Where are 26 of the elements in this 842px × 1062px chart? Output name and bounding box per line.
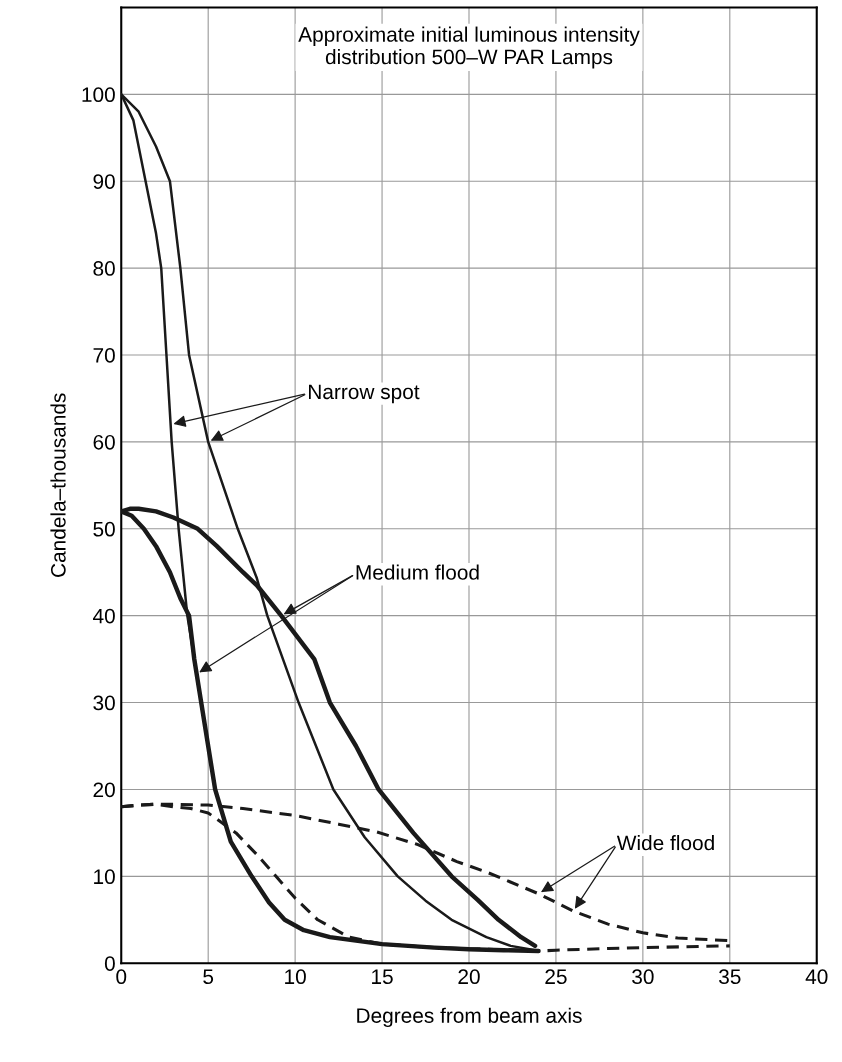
- annotation: Narrow spot: [309, 384, 420, 404]
- y-tick-label: 30: [93, 695, 115, 711]
- x-tick-label: 5: [203, 969, 214, 985]
- x-tick-label: 15: [372, 969, 393, 985]
- x-tick-label: 10: [285, 969, 306, 985]
- y-tick-label: 60: [93, 434, 115, 450]
- x-tick-label: 0: [116, 969, 127, 985]
- y-axis-title: Candela–thousands: [50, 393, 66, 577]
- y-tick-label: 50: [93, 521, 115, 537]
- y-tick-label: 0: [104, 956, 115, 971]
- x-tick-label: 25: [545, 969, 567, 985]
- y-tick-label: 10: [94, 869, 115, 885]
- y-tick-label: 80: [93, 261, 115, 276]
- y-tick-label: 90: [93, 174, 115, 189]
- x-axis-title: Degrees from beam axis: [357, 1007, 582, 1028]
- y-tick-label: 100: [82, 87, 115, 103]
- y-tick-label: 70: [93, 348, 115, 363]
- y-tick-label: 20: [93, 782, 115, 798]
- y-tick-label: 40: [93, 608, 115, 624]
- annotation: Wide flood: [616, 835, 714, 851]
- annotation: Medium flood: [356, 564, 479, 580]
- text: Approximate initial luminous intensity distribution 500–W PAR Lamps: [298, 26, 640, 69]
- x-tick-label: 20: [458, 969, 480, 985]
- x-tick-label: 35: [719, 969, 741, 985]
- x-tick-label: 30: [632, 969, 654, 985]
- x-tick-label: 40: [805, 969, 828, 985]
